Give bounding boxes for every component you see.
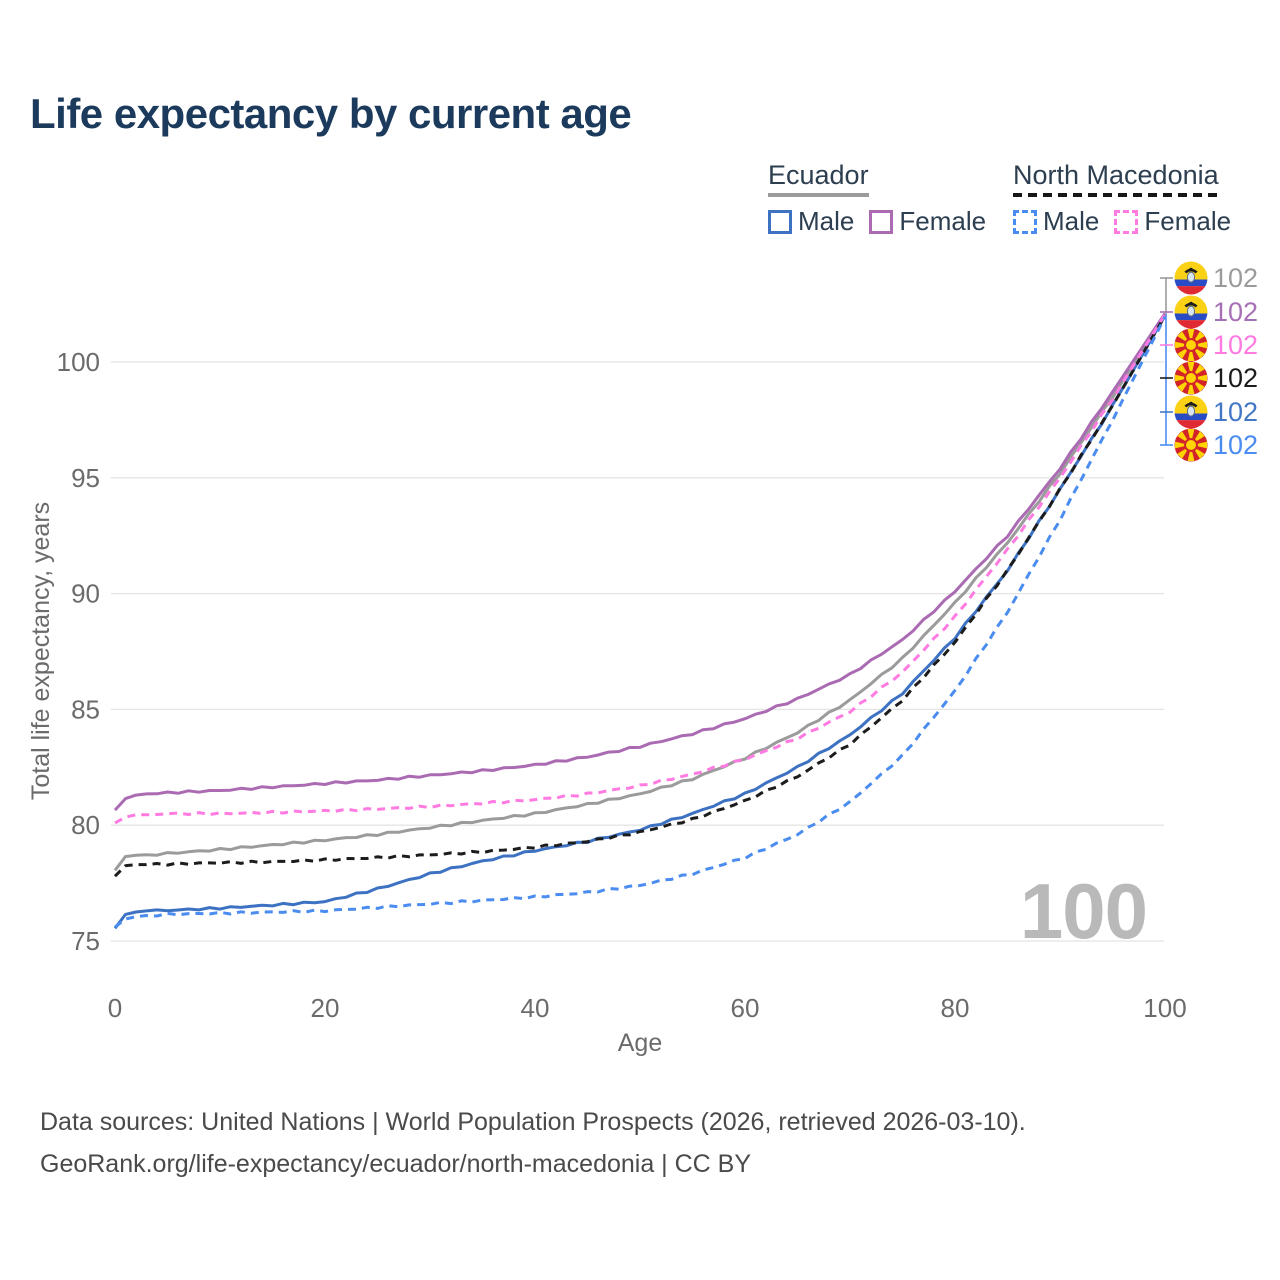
y-axis-title: Total life expectancy, years: [27, 502, 55, 800]
data-sources-line: Data sources: United Nations | World Pop…: [40, 1108, 1026, 1136]
legend-item-label: Male: [1043, 206, 1100, 237]
north-macedonia-flag-icon: [1174, 361, 1208, 395]
end-value-label-0: 102: [1213, 263, 1258, 293]
y-tick-80: 80: [71, 810, 100, 840]
y-tick-75: 75: [71, 926, 100, 956]
page-title: Life expectancy by current age: [30, 90, 632, 137]
series-line-ecuador-male-male[interactable]: [113, 314, 1167, 930]
north-macedonia-flag-icon: [1174, 328, 1208, 362]
x-axis-title: Age: [618, 1029, 662, 1057]
legend-item-label: Male: [798, 206, 855, 237]
x-tick-40: 40: [521, 993, 550, 1023]
y-tick-95: 95: [71, 463, 100, 493]
legend-item-north-macedonia-female[interactable]: Female: [1114, 206, 1231, 237]
x-tick-60: 60: [731, 993, 760, 1023]
legend-group-ecuador: Ecuador Male Female: [768, 161, 986, 237]
series-line-north-macedonia-male-male[interactable]: [114, 316, 1167, 929]
ecuador-flag-icon: [1175, 262, 1208, 295]
end-value-label-2: 102: [1213, 330, 1258, 360]
solid-line-key-icon: [768, 193, 869, 198]
hover-age-watermark: 100: [1019, 867, 1148, 955]
legend-country-north-macedonia[interactable]: North Macedonia: [1013, 160, 1219, 198]
legend-item-ecuador-female[interactable]: Female: [869, 206, 986, 237]
y-tick-90: 90: [71, 579, 100, 609]
y-tick-85: 85: [71, 694, 100, 724]
ecuador-flag-icon: [1175, 396, 1208, 429]
legend-item-ecuador-male[interactable]: Male: [768, 206, 854, 237]
legend-country-label: North Macedonia: [1013, 160, 1219, 190]
north-macedonia-male-swatch-icon: [1013, 209, 1037, 234]
legend-item-label: Female: [899, 206, 987, 237]
legend-country-ecuador[interactable]: Ecuador: [768, 160, 869, 198]
series-line-north-macedonia-female-female[interactable]: [114, 313, 1167, 825]
ecuador-female-swatch-icon: [869, 209, 894, 234]
x-tick-100: 100: [1143, 993, 1186, 1023]
legend-item-label: Female: [1144, 206, 1232, 237]
north-macedonia-female-swatch-icon: [1114, 209, 1139, 234]
ecuador-male-swatch-icon: [768, 209, 792, 234]
end-value-label-5: 102: [1213, 430, 1258, 460]
end-value-label-1: 102: [1213, 297, 1258, 327]
attribution-line: GeoRank.org/life-expectancy/ecuador/nort…: [40, 1150, 752, 1178]
legend-group-north-macedonia: North Macedonia Male Female: [1013, 161, 1231, 237]
series-line-ecuador-female-female[interactable]: [113, 312, 1167, 812]
x-tick-80: 80: [941, 993, 970, 1023]
end-value-label-3: 102: [1213, 363, 1258, 393]
series-line-north-macedonia-both-sexes[interactable]: [113, 314, 1167, 878]
end-value-label-4: 102: [1213, 397, 1258, 427]
north-macedonia-flag-icon: [1174, 428, 1208, 462]
series-line-ecuador-both-sexes[interactable]: [113, 313, 1167, 872]
dashed-line-key-icon: [1013, 193, 1219, 198]
legend-item-north-macedonia-male[interactable]: Male: [1013, 206, 1099, 237]
legend-country-label: Ecuador: [768, 160, 869, 190]
x-tick-20: 20: [311, 993, 340, 1023]
y-tick-100: 100: [57, 347, 100, 377]
ecuador-flag-icon: [1175, 296, 1208, 329]
x-tick-0: 0: [108, 993, 122, 1023]
